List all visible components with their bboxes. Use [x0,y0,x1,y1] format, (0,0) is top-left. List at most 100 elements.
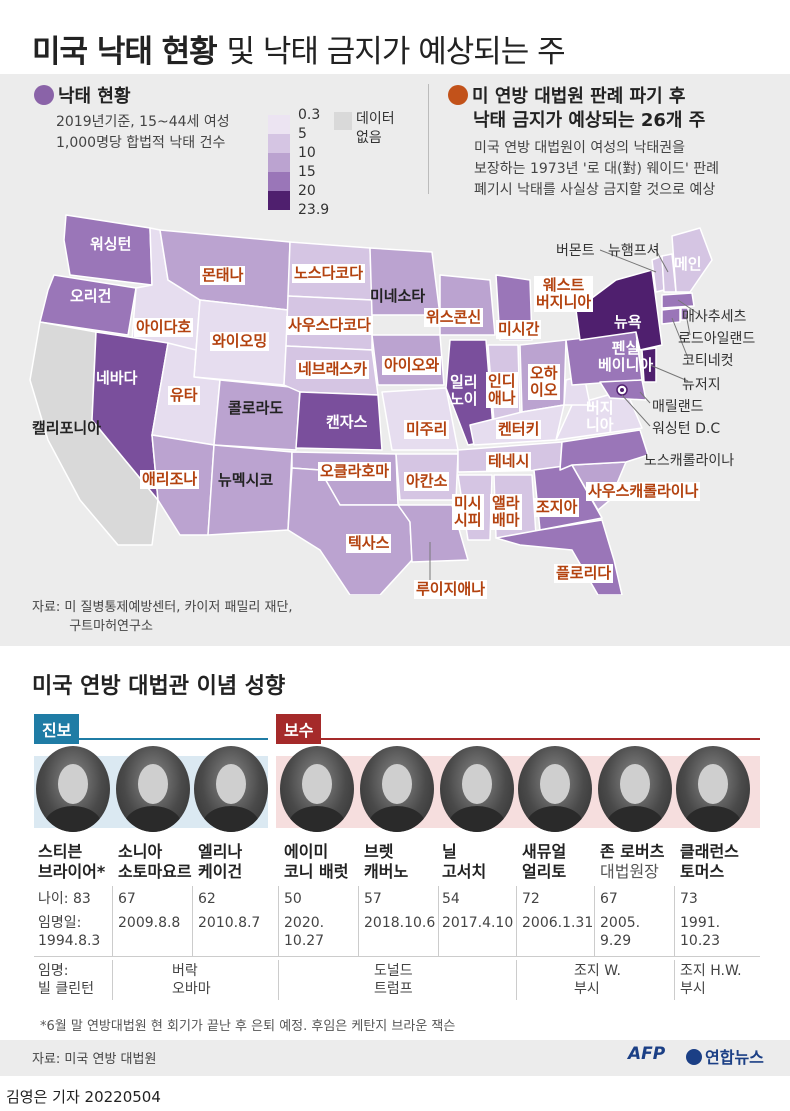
scale-label-0: 0.3 [298,107,321,123]
label-kentucky: 켄터키 [496,420,542,439]
state-washington [63,214,153,286]
label-south-carolina: 사우스캐롤라이나 [586,482,701,501]
appointed-by-bush-w: 조지 W. 부시 [574,963,621,997]
no-data-label: 데이터 없음 [356,111,395,146]
label-iowa: 아이오와 [382,356,442,375]
chief-justice-note: 대법원장 [600,862,659,881]
legend-ban-heading: 미 연방 대법원 판례 파기 후 [448,82,686,108]
label-new-york: 뉴욕 [614,313,642,331]
state-new-jersey [641,347,657,383]
justice-appointed: 2009.8.8 [118,915,181,931]
state-north-carolina [559,429,649,471]
legend-purple-dot [34,85,54,105]
label-washington: 워싱턴 [90,235,132,253]
callout-dc: 워싱턴 D.C [652,421,721,437]
callout-maryland: 매릴랜드 [652,399,704,415]
state-maine [671,227,713,293]
justice-appointed: 2018.10.6 [364,915,436,931]
state-colorado [213,379,301,451]
portrait-barrett [280,746,354,832]
justice-age: 나이: 83 [38,891,91,907]
justice-name: 스티븐 브라이어* [38,842,106,881]
label-georgia: 조지아 [534,498,580,517]
justice-age: 62 [198,891,216,907]
label-illinois: 일리 노이 [450,373,478,408]
label-virginia: 버지 니아 [586,399,614,434]
portrait-kavanaugh [360,746,434,832]
state-oregon [39,274,137,336]
label-west-virginia: 웨스트 버지니아 [534,276,594,312]
callout-rhode-island: 로드아일랜드 [678,331,756,347]
legend-abortion-note: 2019년기준, 15~44세 여성 1,000명당 합법적 낙태 건수 [56,114,230,151]
state-kansas [295,391,383,451]
scale-label-1: 5 [298,126,307,142]
title-main: 미국 낙태 현황 [32,34,218,70]
label-mississippi: 미시 시피 [452,494,484,530]
afp-logo: AFP [628,1044,666,1064]
yonhap-logo: 연합뉴스 [686,1044,764,1068]
label-idaho: 아이다호 [134,318,194,337]
appointed-by-trump: 도널드 트럼프 [374,963,413,997]
justice-age: 72 [522,891,540,907]
label-california: 캘리포니아 [32,419,102,437]
scale-label-4: 20 [298,183,316,199]
justice-name: 엘리나 케이건 [198,842,243,881]
credit: 김영은 기자 20220504 [6,1088,161,1106]
footer-band [0,1040,790,1076]
label-new-mexico: 뉴멕시코 [218,471,274,489]
us-choropleth-map [29,214,713,595]
label-oregon: 오리건 [70,287,112,305]
justice-age: 57 [364,891,382,907]
label-missouri: 미주리 [404,420,450,439]
label-north-dakota: 노스다코다 [292,264,366,283]
justice-age: 67 [600,891,618,907]
portrait-sotomayor [116,746,190,832]
label-minnesota: 미네소타 [370,287,426,305]
label-wyoming: 와이오밍 [210,332,270,351]
label-wisconsin: 위스콘신 [424,308,484,327]
justice-age: 73 [680,891,698,907]
state-louisiana [397,504,469,563]
label-colorado: 콜로라도 [228,399,284,417]
label-pennsylvania: 펜실 베이니아 [598,339,654,374]
label-louisiana: 루이지애나 [414,580,488,599]
justice-name: 닐 고서치 [442,842,487,881]
conservative-line [276,738,760,740]
justice-appointed: 2017.4.10 [442,915,514,931]
justices-title: 미국 연방 대법관 이념 성향 [32,674,286,699]
callout-north-carolina: 노스캐롤라이나 [644,453,735,469]
justice-age: 54 [442,891,460,907]
portrait-alito [518,746,592,832]
label-nebraska: 네브래스카 [296,360,370,379]
state-missouri [381,387,459,451]
label-utah: 유타 [168,386,200,405]
justice-name: 존 로버츠 대법원장 [600,842,665,881]
justice-name: 브렛 캐버노 [364,842,409,881]
callout-connecticut: 코티네컷 [682,353,734,369]
justice-age: 67 [118,891,136,907]
justice-name: 클래런스 토머스 [680,842,739,881]
justice-name: 새뮤얼 얼리토 [522,842,567,881]
label-arkansas: 아칸소 [404,472,450,491]
justice-appointed: 2005. 9.29 [600,915,641,949]
appointed-by-obama: 버락 오바마 [172,963,211,997]
portrait-gorsuch [440,746,514,832]
scale-label-3: 15 [298,164,316,180]
label-arizona: 애리조나 [140,470,200,489]
portrait-thomas [676,746,750,832]
justice-appointed: 2006.1.31 [522,915,594,931]
justices-source: 자료: 미국 연방 대법원 [32,1052,157,1067]
justice-name: 소니아 소토마요르 [118,842,192,881]
footnote: *6월 말 연방대법원 현 회기가 끝난 후 은퇴 예정. 후임은 케탄지 브라… [40,1019,456,1034]
legend-divider [428,84,429,194]
scale-box-4 [268,172,290,191]
infographic-title: 미국 낙태 현황 및 낙태 금지가 예상되는 주 [32,26,566,71]
label-michigan: 미시간 [496,320,542,339]
callout-massachusetts: 매사추세츠 [682,309,747,325]
callout-new-hampshire: 뉴햄프셔 [608,243,660,259]
justice-name: 에이미 코니 배럿 [284,842,349,881]
label-nevada: 네바다 [96,369,138,387]
label-indiana: 인디 애나 [486,372,518,408]
portrait-roberts [598,746,672,832]
liberal-line [34,738,268,740]
